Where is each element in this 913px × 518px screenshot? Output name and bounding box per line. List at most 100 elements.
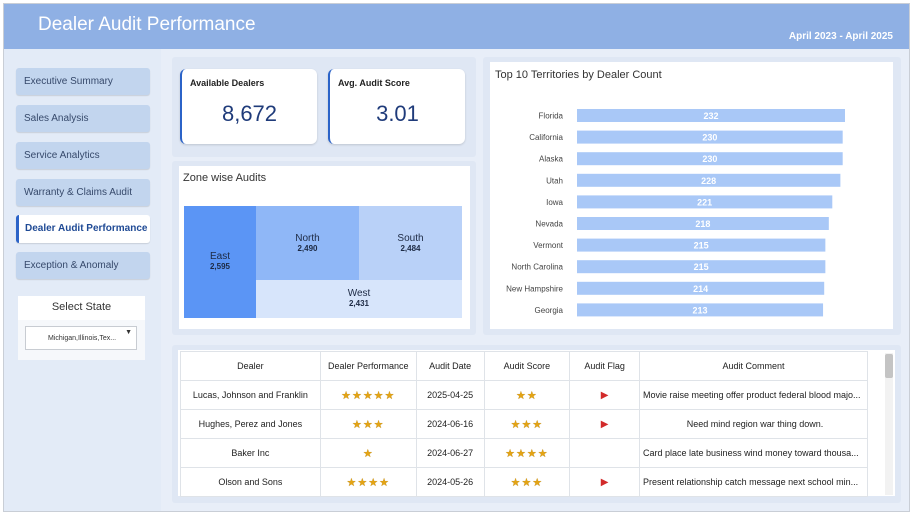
performance-rating-stars: ★★★ (319, 409, 417, 439)
column-header-audit-score[interactable]: Audit Score (483, 351, 571, 381)
column-header-audit-comment[interactable]: Audit Comment (639, 351, 868, 381)
data-label: 218 (695, 219, 710, 229)
bar[interactable] (577, 152, 843, 166)
state-select[interactable]: Michigan,Illinois,Tex... ▼ (25, 326, 137, 350)
dealer-cell: Hughes, Perez and Jones (180, 409, 321, 439)
audit-date-cell: 2024-06-16 (415, 409, 485, 439)
data-label: 221 (697, 197, 712, 207)
column-header-audit-date[interactable]: Audit Date (415, 351, 485, 381)
sidebar-item-executive-summary[interactable]: Executive Summary (16, 68, 150, 95)
flag-cell (569, 438, 641, 468)
bar[interactable] (577, 303, 824, 317)
flag-icon: ▶ (569, 380, 641, 410)
column-header-dealer-performance[interactable]: Dealer Performance (319, 351, 417, 381)
category-label: Alaska (539, 155, 564, 164)
dashboard-frame: Dealer Audit Performance April 2023 - Ap… (3, 3, 910, 512)
category-label: Nevada (535, 220, 563, 229)
data-label: 213 (693, 305, 708, 315)
kpi-card-available-dealers: Available Dealers 8,672 (180, 69, 317, 144)
category-label: Georgia (535, 306, 564, 315)
audit-comment-cell: Present relationship catch message next … (639, 467, 868, 497)
category-label: California (529, 133, 563, 142)
bar[interactable] (577, 195, 833, 209)
table-row[interactable]: Baker Inc ★ 2024-06-27 ★★★★ Card place l… (180, 438, 868, 468)
kpi-card-avg-audit-score: Avg. Audit Score 3.01 (328, 69, 465, 144)
audit-comment-cell: Card place late business wind money towa… (639, 438, 868, 468)
sidebar-item-service-analytics[interactable]: Service Analytics (16, 142, 150, 169)
date-range: April 2023 - April 2025 (788, 31, 893, 42)
column-header-dealer[interactable]: Dealer (180, 351, 321, 381)
sidebar-item-warranty-claims-audit[interactable]: Warranty & Claims Audit (16, 179, 150, 206)
zone-value: 2,484 (400, 244, 421, 253)
category-label: Iowa (546, 198, 563, 207)
data-label: 214 (693, 284, 708, 294)
bar[interactable] (577, 260, 826, 274)
header-bar: Dealer Audit Performance April 2023 - Ap… (4, 4, 909, 49)
category-label: New Hampshire (506, 284, 563, 293)
sidebar-item-dealer-audit-performance[interactable]: Dealer Audit Performance (16, 215, 150, 243)
audit-comment-cell: Movie raise meeting offer product federa… (639, 380, 868, 410)
sidebar-item-exception-anomaly[interactable]: Exception & Anomaly (16, 252, 150, 279)
table-header-row: Dealer Dealer Performance Audit Date Aud… (180, 351, 868, 381)
kpi-label: Avg. Audit Score (338, 78, 410, 88)
treemap-cell-west[interactable]: West 2,431 (256, 280, 462, 318)
performance-rating-stars: ★★★★ (319, 467, 417, 497)
zone-chart-title: Zone wise Audits (183, 172, 267, 184)
state-filter-title: Select State (18, 296, 145, 320)
bar[interactable] (577, 130, 843, 144)
bar[interactable] (577, 238, 826, 252)
audit-date-cell: 2024-06-27 (415, 438, 485, 468)
data-label: 228 (701, 176, 716, 186)
table-row[interactable]: Olson and Sons ★★★★ 2024-05-26 ★★★ ▶ Pre… (180, 467, 868, 497)
table-scrollbar-track[interactable] (885, 353, 893, 495)
dealer-cell: Baker Inc (180, 438, 321, 468)
performance-rating-stars: ★★★★★ (319, 380, 417, 410)
zone-value: 2,490 (297, 244, 318, 253)
bar[interactable] (577, 173, 841, 187)
bar[interactable] (577, 109, 845, 122)
dealer-cell: Olson and Sons (180, 467, 321, 497)
audit-date-cell: 2024-05-26 (415, 467, 485, 497)
audit-table: Dealer Dealer Performance Audit Date Aud… (180, 351, 868, 497)
territory-card: Top 10 Territories by Dealer Count Flori… (490, 62, 893, 329)
data-label: 230 (702, 154, 717, 164)
zone-value: 2,431 (348, 299, 370, 308)
data-label: 215 (694, 241, 709, 251)
category-label: Utah (546, 176, 563, 185)
bar[interactable] (577, 281, 825, 295)
flag-icon: ▶ (569, 409, 641, 439)
kpi-value: 3.01 (376, 101, 419, 126)
audit-comment-cell: Need mind region war thing down. (639, 409, 868, 439)
audit-date-cell: 2025-04-25 (415, 380, 485, 410)
zone-name: North (295, 233, 320, 244)
data-label: 215 (694, 262, 709, 272)
audit-score-stars: ★★★ (483, 409, 571, 439)
kpi-label: Available Dealers (190, 78, 265, 88)
column-header-audit-flag[interactable]: Audit Flag (569, 351, 641, 381)
table-row[interactable]: Lucas, Johnson and Franklin ★★★★★ 2025-0… (180, 380, 868, 410)
zone-name: East (209, 251, 230, 262)
chevron-down-icon[interactable]: ▼ (125, 329, 132, 336)
category-label: North Carolina (511, 263, 563, 272)
treemap-cell-south[interactable]: South 2,484 (359, 206, 462, 280)
bar[interactable] (577, 217, 829, 230)
zone-value: 2,595 (209, 262, 231, 271)
sidebar: Executive Summary Sales Analysis Service… (4, 49, 161, 511)
dealer-cell: Lucas, Johnson and Franklin (180, 380, 321, 410)
sidebar-item-sales-analysis[interactable]: Sales Analysis (16, 105, 150, 132)
audit-score-stars: ★★ (483, 380, 571, 410)
table-row[interactable]: Hughes, Perez and Jones ★★★ 2024-06-16 ★… (180, 409, 868, 439)
table-scrollbar-thumb[interactable] (885, 354, 893, 378)
zone-name: South (397, 233, 424, 244)
category-label: Vermont (533, 241, 564, 250)
data-label: 230 (702, 133, 717, 143)
page-title: Dealer Audit Performance (38, 14, 256, 35)
territory-bar-chart: Florida 232 California 230 Alaska 230 Utah 228 I… (506, 109, 845, 317)
state-select-value: Michigan,Illinois,Tex... (48, 335, 117, 342)
treemap-cell-east[interactable]: East 2,595 (184, 206, 256, 318)
performance-rating-stars: ★ (319, 438, 417, 468)
data-label: 232 (703, 111, 718, 121)
treemap-cell-north[interactable]: North 2,490 (256, 206, 359, 280)
audit-score-stars: ★★★ (483, 467, 571, 497)
state-filter: Select State Michigan,Illinois,Tex... ▼ (18, 296, 145, 360)
